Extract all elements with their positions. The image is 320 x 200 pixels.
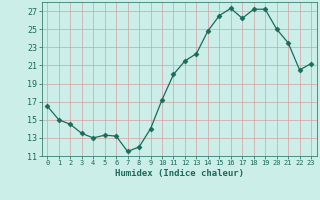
- X-axis label: Humidex (Indice chaleur): Humidex (Indice chaleur): [115, 169, 244, 178]
